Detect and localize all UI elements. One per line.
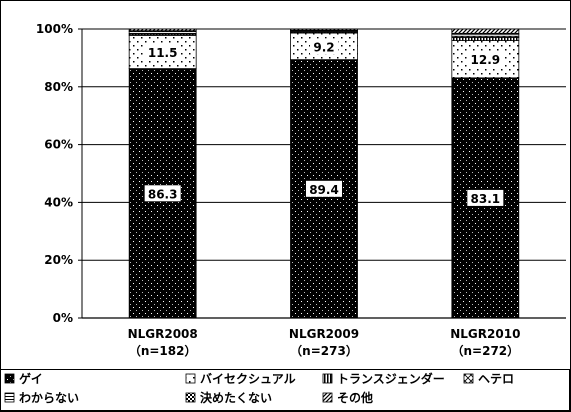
legend-swatch bbox=[4, 373, 15, 384]
y-tick-label: 20% bbox=[44, 253, 73, 267]
data-label-box bbox=[144, 185, 181, 202]
y-tick-label: 60% bbox=[44, 138, 73, 152]
bar-segment bbox=[128, 28, 197, 32]
x-tick-label: NLGR2009 bbox=[289, 327, 359, 341]
data-label-box bbox=[310, 38, 338, 55]
data-label-box bbox=[306, 180, 342, 197]
data-label-box bbox=[144, 43, 181, 60]
legend-swatch bbox=[322, 373, 333, 384]
x-axis: NLGR2008 （n=182） NLGR2009 （n=273） NLGR2010 （n… bbox=[82, 317, 566, 358]
data-label-box bbox=[467, 51, 504, 68]
legend-swatch bbox=[185, 373, 196, 384]
data-label: 89.4 bbox=[309, 183, 339, 197]
x-tick-label: NLGR2008 bbox=[128, 327, 198, 341]
bar-segment bbox=[451, 36, 520, 41]
legend-swatch bbox=[185, 392, 196, 403]
x-tick-label: NLGR2010 bbox=[450, 327, 520, 341]
legend-box bbox=[0, 369, 570, 411]
x-tick-sublabel: （n=182） bbox=[129, 343, 197, 358]
data-label: 11.5 bbox=[148, 46, 178, 60]
data-label: 86.3 bbox=[148, 187, 178, 201]
legend-swatch bbox=[463, 373, 474, 384]
legend-label: その他 bbox=[337, 390, 373, 405]
bar-segment bbox=[290, 28, 358, 31]
data-label: 12.9 bbox=[471, 53, 501, 67]
data-label-box bbox=[467, 189, 504, 206]
legend-swatch bbox=[322, 392, 333, 403]
legend-label: わからない bbox=[19, 391, 79, 405]
legend-label: バイセクシュアル bbox=[200, 372, 296, 386]
legend-label: ヘテロ bbox=[478, 372, 514, 386]
y-tick-label: 0% bbox=[53, 311, 73, 325]
data-label: 9.2 bbox=[313, 40, 334, 54]
bar-segment bbox=[451, 28, 520, 34]
legend-label: ゲイ bbox=[19, 371, 43, 386]
bar-segment bbox=[451, 40, 520, 79]
data-label: 83.1 bbox=[471, 192, 501, 206]
legend-swatch bbox=[4, 392, 15, 403]
x-tick-sublabel: （n=273） bbox=[290, 343, 358, 358]
bars: 86.3 11.5 89.4 9.2 83.1 12.9 bbox=[128, 28, 520, 319]
legend-label: 決めたくない bbox=[200, 390, 272, 405]
x-tick-sublabel: （n=272） bbox=[452, 343, 520, 358]
y-axis: 0% 20% 40% 60% 80% 100% bbox=[36, 22, 83, 325]
y-tick-label: 100% bbox=[36, 22, 73, 36]
y-tick-label: 80% bbox=[44, 80, 73, 94]
y-tick-label: 40% bbox=[44, 195, 73, 209]
legend-label: トランスジェンダー bbox=[337, 371, 445, 386]
